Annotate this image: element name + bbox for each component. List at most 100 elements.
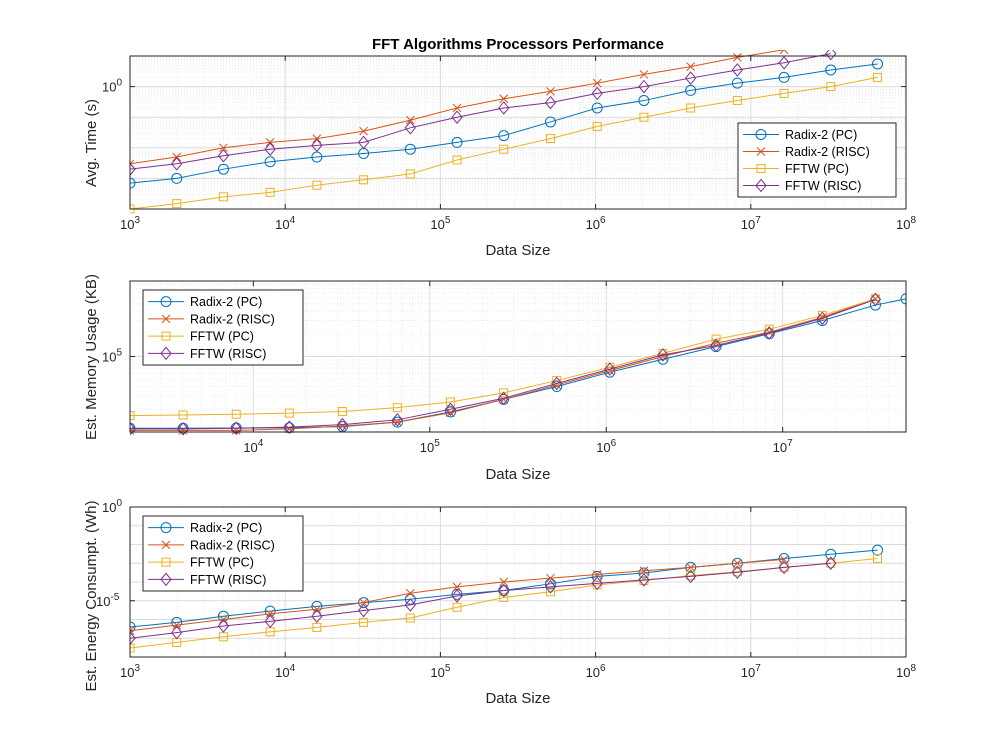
axes-box [129, 506, 907, 658]
marker-diamond [755, 178, 767, 193]
marker-square [711, 334, 721, 344]
x-axis-label: Data Size [485, 466, 550, 483]
legend-item: FFTW (RISC) [148, 572, 266, 587]
marker-diamond [444, 402, 457, 417]
marker-x [405, 115, 415, 125]
x-tick-label: 105 [430, 663, 450, 680]
marker-circle [404, 143, 416, 155]
marker-square [686, 103, 696, 113]
x-tick-label: 106 [596, 438, 616, 455]
marker-diamond [591, 86, 603, 101]
marker-x [359, 126, 368, 136]
marker-diamond [283, 420, 295, 434]
legend-item: Radix-2 (PC) [148, 521, 262, 535]
marker-x [405, 588, 415, 598]
marker-circle [358, 597, 370, 609]
series-line [130, 53, 831, 170]
marker-square [545, 134, 555, 144]
marker-x [779, 555, 789, 564]
series-line [130, 562, 831, 639]
marker-diamond [551, 376, 563, 391]
x-axis-label: Data Size [485, 690, 550, 707]
marker-x [219, 143, 228, 153]
marker-diamond [264, 142, 276, 156]
legend-box [737, 122, 897, 198]
marker-diamond [451, 589, 463, 603]
marker-square [499, 592, 509, 602]
x-tick-label: 106 [586, 663, 606, 680]
marker-circle [498, 130, 510, 142]
marker-x [161, 314, 171, 324]
marker-x [756, 147, 766, 156]
marker-square [284, 408, 294, 418]
energy-subplot: Data Size Est. Energy Consumpt. (Wh) 103… [83, 498, 916, 707]
marker-x [312, 134, 322, 143]
legend-label: FFTW (RISC) [190, 573, 266, 587]
marker-square [337, 406, 347, 416]
marker-circle [591, 102, 603, 114]
marker-diamond [731, 565, 744, 580]
marker-square [452, 155, 462, 165]
series-fftw-risc [130, 292, 882, 436]
x-tick-label: 104 [275, 215, 295, 232]
marker-x [499, 577, 509, 587]
y-tick-label: 105 [102, 348, 122, 365]
marker-x [130, 426, 135, 435]
marker-diamond [230, 421, 242, 436]
x-tick-label: 107 [773, 438, 793, 455]
marker-x [546, 573, 555, 583]
marker-circle [869, 299, 881, 311]
marker-x [592, 78, 602, 88]
legend-label: Radix-2 (PC) [190, 295, 262, 309]
series-radix-2-risc [130, 555, 789, 636]
axes-box [129, 55, 907, 210]
marker-x [265, 609, 275, 619]
marker-circle [825, 64, 837, 76]
legend: Radix-2 (PC) Radix-2 (RISC) FFTW (PC) FFTW … [142, 289, 304, 366]
x-tick-label: 105 [420, 438, 440, 455]
x-ticks: 103 104 105 106 107 108 [120, 56, 916, 232]
series-radix-2-risc [130, 50, 789, 169]
y-axis-label: Avg. Time (s) [83, 99, 100, 187]
marker-diamond [816, 311, 828, 326]
marker-square [779, 88, 789, 98]
legend-label: FFTW (RISC) [190, 347, 266, 361]
marker-square [312, 180, 322, 190]
series-line [130, 298, 876, 430]
legend-item: FFTW (RISC) [743, 178, 861, 193]
marker-diamond [171, 157, 183, 171]
marker-square [130, 411, 135, 421]
marker-diamond [130, 162, 136, 176]
marker-circle [130, 621, 136, 633]
marker-diamond [825, 50, 837, 61]
marker-diamond [217, 619, 230, 633]
marker-x [452, 582, 462, 592]
marker-square [312, 622, 322, 632]
series-fftw-risc [130, 556, 837, 646]
legend-label: FFTW (PC) [785, 162, 849, 176]
series-line [130, 76, 878, 210]
legend-label: FFTW (PC) [190, 330, 254, 344]
marker-x [312, 604, 322, 614]
marker-x [639, 566, 649, 576]
marker-square [756, 164, 766, 173]
marker-square [405, 169, 415, 179]
marker-diamond [264, 614, 276, 629]
legend-label: FFTW (PC) [190, 556, 254, 570]
marker-square [392, 403, 402, 413]
marker-diamond [731, 63, 744, 77]
marker-circle [638, 95, 650, 107]
marker-diamond [177, 422, 189, 436]
marker-x [779, 50, 789, 55]
y-ticks: 100 [102, 78, 906, 95]
legend-item: Radix-2 (PC) [743, 128, 857, 142]
x-ticks: 103 104 105 106 107 108 [120, 507, 916, 680]
marker-square [359, 175, 369, 185]
marker-diamond [171, 625, 183, 640]
marker-square [446, 397, 456, 407]
marker-diamond [710, 338, 722, 353]
legend-label: Radix-2 (PC) [785, 128, 857, 142]
marker-diamond [778, 560, 790, 575]
marker-square [592, 121, 602, 131]
marker-diamond [778, 56, 790, 70]
